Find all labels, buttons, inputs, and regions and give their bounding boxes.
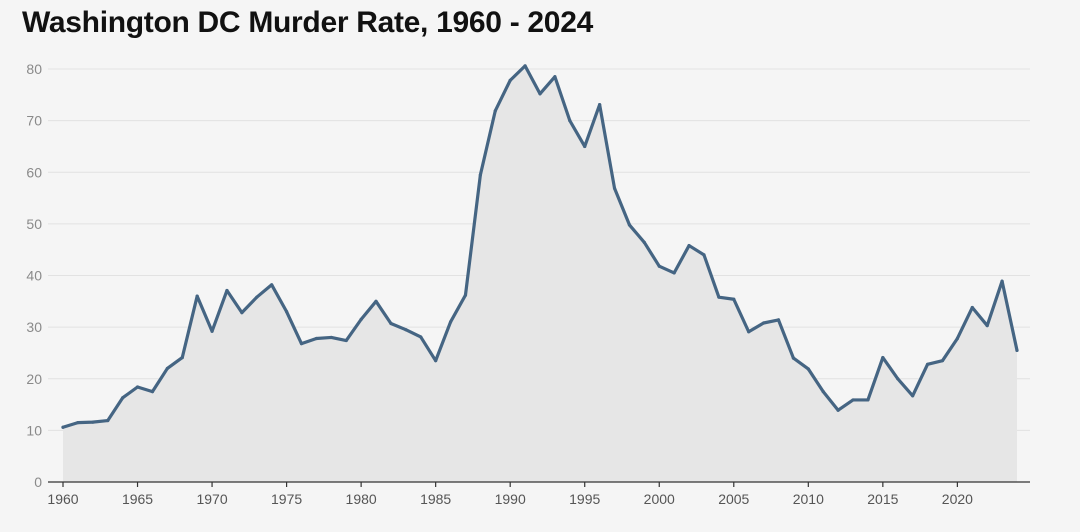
x-tick-label: 1970 [196,491,227,507]
y-tick-label: 0 [34,474,42,490]
y-tick-label: 50 [26,216,42,232]
data-point [553,75,557,79]
data-point [1015,348,1019,352]
data-point [627,223,632,227]
data-point [225,288,229,293]
axes [48,481,1030,487]
data-point [985,323,989,328]
data-point [150,390,155,394]
x-tick-label: 1965 [122,491,153,507]
x-tick-label: 2020 [942,491,973,507]
area-fill [63,65,1017,483]
data-point [761,321,766,325]
y-tick-label: 40 [26,268,42,284]
data-point [776,318,781,322]
y-tick-label: 20 [26,371,42,387]
x-tick-label: 2000 [644,491,675,507]
data-point [91,420,95,424]
data-point [76,421,80,425]
data-point [404,328,408,332]
data-point [657,264,661,268]
data-point [314,336,319,341]
data-point [821,390,825,394]
x-tick-label: 1960 [47,491,78,507]
data-point [299,342,304,346]
data-point [970,305,974,310]
data-point [583,144,587,149]
data-point [359,317,363,321]
data-point [642,240,646,245]
x-tick-label: 1975 [271,491,302,507]
data-point [493,109,497,113]
data-point [523,64,527,68]
data-point [463,293,468,297]
data-point [1000,279,1004,283]
x-tick-label: 1985 [420,491,451,507]
data-point [598,103,602,107]
data-point [806,367,810,371]
y-tick-label: 10 [26,422,42,438]
data-point [389,321,393,326]
x-tick-labels: 1960 1965 1970 1975 1980 1985 1990 1995 2000 2005… [47,491,973,507]
data-point [851,398,855,402]
data-point [955,336,959,341]
data-point [195,294,199,298]
x-tick-label: 1980 [346,491,377,507]
data-point [881,355,885,360]
data-point [106,418,110,423]
data-point [836,408,840,412]
data-point [672,271,676,275]
area-fill-layer [63,65,1017,483]
data-points [61,64,1019,429]
y-tick-label: 30 [26,319,42,335]
data-point [568,119,572,123]
data-point [255,295,259,299]
x-tick-label: 2010 [793,491,824,507]
data-point [911,394,915,398]
x-tick-label: 1990 [495,491,526,507]
data-point [508,78,512,82]
data-point [284,310,289,314]
data-point [419,335,423,339]
data-point [165,366,169,371]
data-point [747,330,751,334]
data-point [925,362,930,366]
data-point [210,329,214,333]
data-point [866,398,870,402]
y-tick-label: 80 [26,61,42,77]
data-point [180,355,184,360]
data-point [478,173,482,177]
data-point [374,299,378,303]
data-point [687,243,691,248]
data-point [612,186,617,190]
x-tick-label: 1995 [569,491,600,507]
y-tick-label: 70 [26,113,42,129]
y-tick-label: 60 [26,164,42,180]
data-point [717,295,721,299]
data-point [791,356,796,360]
data-point [702,253,706,257]
data-point [434,359,438,363]
chart-title: Washington DC Murder Rate, 1960 - 2024 [22,6,593,39]
x-tick-label: 2015 [867,491,898,507]
data-point [448,320,453,324]
data-point [896,377,900,381]
data-point [538,92,542,96]
y-tick-labels: 0 10 20 30 40 50 60 70 80 [26,61,42,490]
data-point [270,283,274,287]
data-point [240,311,244,315]
data-point [135,385,140,389]
data-point [344,338,348,343]
data-point [121,396,125,400]
data-point [61,425,65,429]
x-tick-label: 2005 [718,491,749,507]
data-point [732,297,736,301]
data-point [329,335,333,340]
data-point [940,359,945,363]
